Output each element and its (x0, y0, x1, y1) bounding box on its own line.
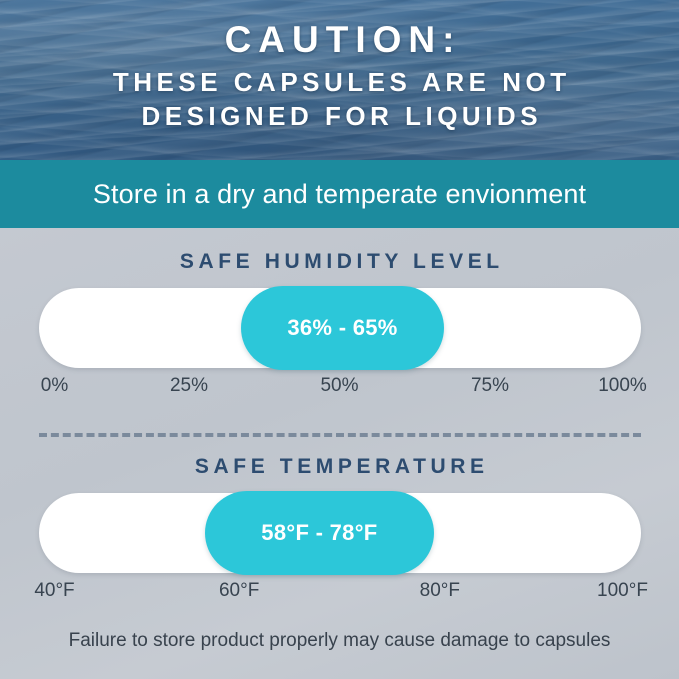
water-wave-streaks (0, 0, 679, 160)
footer-warning: Failure to store product properly may ca… (0, 630, 679, 652)
tick-label: 100°F (597, 580, 648, 601)
storage-instruction-banner: Store in a dry and temperate envionment (0, 160, 679, 228)
temperature-range-label: 58°F - 78°F (261, 520, 378, 545)
humidity-range-label: 36% - 65% (287, 315, 398, 340)
temperature-heading: SAFE TEMPERATURE (194, 455, 489, 478)
tick-label: 80°F (419, 580, 460, 601)
humidity-section: SAFE HUMIDITY LEVEL 36% - 65% 0% 25% 50% 75… (0, 250, 679, 399)
temperature-tick-labels: 40°F 60°F 80°F 100°F (34, 580, 648, 604)
temperature-section: SAFE TEMPERATURE 58°F - 78°F 40°F 60°F 80°… (0, 455, 679, 604)
tick-label: 75% (470, 375, 510, 396)
tick-label: 0% (40, 375, 69, 396)
humidity-range-pill: 36% - 65% (241, 286, 444, 370)
tick-label: 100% (598, 375, 647, 396)
footer-warning-text: Failure to store product properly may ca… (68, 630, 611, 651)
temperature-range-pill: 58°F - 78°F (205, 491, 434, 575)
tick-label: 40°F (34, 580, 75, 601)
section-divider (39, 433, 641, 437)
tick-label: 50% (320, 375, 359, 396)
humidity-tick-labels: 0% 25% 50% 75% 100% (39, 375, 647, 399)
header-text-group: CAUTION: THESE CAPSULES ARE NOT DESIGNED… (0, 0, 679, 160)
caution-subtitle-line-1: THESE CAPSULES ARE NOT (112, 66, 571, 97)
header-banner: CAUTION: THESE CAPSULES ARE NOT DESIGNED… (0, 0, 679, 160)
storage-instruction-text: Store in a dry and temperate envionment (92, 178, 587, 209)
temperature-track: 58°F - 78°F (38, 491, 641, 575)
humidity-heading: SAFE HUMIDITY LEVEL (179, 250, 504, 273)
tick-label: 60°F (218, 580, 260, 601)
caution-title: CAUTION: (224, 19, 462, 60)
water-texture-background (0, 0, 679, 160)
caution-subtitle-line-2: DESIGNED FOR LIQUIDS (141, 101, 543, 132)
humidity-track: 36% - 65% (38, 286, 641, 370)
tick-label: 25% (169, 375, 209, 396)
